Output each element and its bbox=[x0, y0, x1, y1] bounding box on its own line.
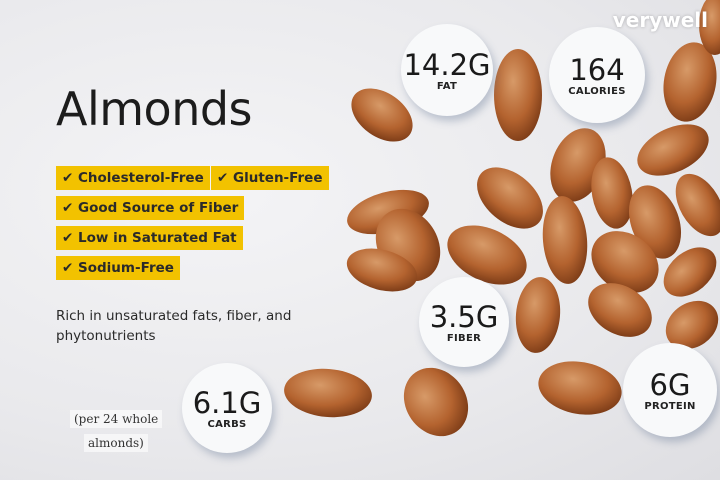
almond bbox=[591, 231, 659, 293]
tag-gluten-free: ✔ Gluten-Free bbox=[211, 166, 329, 190]
stat-fat: 14.2G FAT bbox=[401, 24, 493, 116]
stat-label: CALORIES bbox=[568, 85, 626, 97]
stat-label: CARBS bbox=[207, 418, 247, 430]
check-icon: ✔ bbox=[62, 170, 74, 186]
almond bbox=[542, 196, 588, 284]
stat-value: 164 bbox=[569, 52, 625, 87]
stat-value: 6.1G bbox=[192, 385, 262, 420]
stat-label: PROTEIN bbox=[644, 400, 696, 412]
description: Rich in unsaturated fats, fiber, and phy… bbox=[56, 308, 292, 344]
tag-sodium-free: ✔ Sodium-Free bbox=[56, 256, 180, 280]
stat-protein: 6G PROTEIN bbox=[623, 343, 717, 437]
almond bbox=[515, 277, 561, 353]
almond bbox=[663, 42, 717, 122]
check-icon: ✔ bbox=[62, 200, 74, 216]
almond bbox=[637, 124, 709, 176]
stat-label: FIBER bbox=[446, 332, 482, 344]
tag-label: Low in Saturated Fat bbox=[78, 230, 237, 246]
stat-fiber: 3.5G FIBER bbox=[419, 277, 509, 367]
stat-carbs: 6.1G CARBS bbox=[182, 363, 272, 453]
check-icon: ✔ bbox=[62, 230, 74, 246]
almond bbox=[494, 49, 542, 141]
stat-value: 3.5G bbox=[429, 299, 499, 334]
serving-note-line2: almonds) bbox=[84, 434, 148, 452]
almond bbox=[346, 248, 418, 292]
stat-label: FAT bbox=[436, 80, 458, 92]
almond bbox=[675, 173, 720, 237]
almond bbox=[588, 283, 652, 337]
almond bbox=[663, 247, 717, 297]
almond bbox=[447, 225, 527, 285]
almond bbox=[538, 361, 622, 415]
almond bbox=[284, 368, 372, 418]
stat-calories: 164 CALORIES bbox=[549, 27, 645, 123]
almond bbox=[591, 157, 633, 229]
check-icon: ✔ bbox=[62, 260, 74, 276]
tag-label: Gluten-Free bbox=[233, 170, 323, 186]
check-icon: ✔ bbox=[217, 170, 229, 186]
almond bbox=[403, 367, 469, 437]
tag-label: Sodium-Free bbox=[78, 260, 174, 276]
tag-cholesterol-free: ✔ Cholesterol-Free bbox=[56, 166, 210, 190]
almond bbox=[665, 300, 719, 350]
serving-note-line1: (per 24 whole bbox=[70, 410, 163, 428]
stat-value: 14.2G bbox=[403, 47, 491, 82]
almond bbox=[477, 167, 543, 229]
almond bbox=[351, 88, 413, 142]
tag-label: Good Source of Fiber bbox=[78, 200, 239, 216]
verywell-logo: verywell bbox=[612, 8, 708, 32]
page-title: Almonds bbox=[56, 82, 253, 136]
tag-label: Cholesterol-Free bbox=[78, 170, 204, 186]
almond bbox=[699, 0, 720, 55]
tag-fiber: ✔ Good Source of Fiber bbox=[56, 196, 245, 220]
stat-value: 6G bbox=[649, 367, 691, 402]
tag-saturated-fat: ✔ Low in Saturated Fat bbox=[56, 226, 243, 250]
